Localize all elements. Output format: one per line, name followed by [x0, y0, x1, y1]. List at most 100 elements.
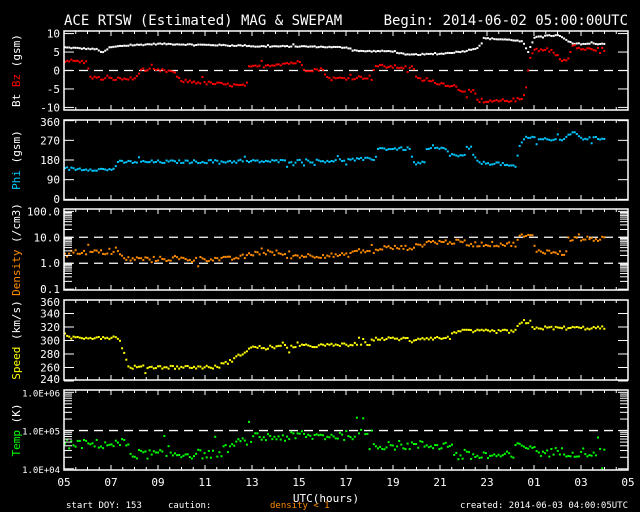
data-point	[146, 43, 149, 46]
data-point	[603, 42, 606, 45]
data-point	[470, 329, 473, 332]
x-tick-label: 01	[527, 476, 540, 489]
data-point	[396, 66, 399, 69]
data-point	[193, 80, 195, 83]
data-point	[89, 75, 92, 78]
data-point	[499, 38, 502, 41]
data-point	[218, 162, 221, 165]
data-point	[341, 46, 344, 49]
data-point	[499, 99, 502, 102]
data-point	[590, 454, 593, 457]
data-point	[514, 100, 517, 103]
data-point	[565, 250, 568, 253]
data-point	[533, 446, 536, 449]
data-point	[193, 44, 195, 47]
data-point	[72, 59, 75, 62]
data-point	[580, 327, 583, 329]
data-point	[563, 253, 566, 256]
data-point	[453, 51, 456, 54]
data-point	[144, 160, 147, 163]
data-point	[328, 45, 331, 48]
data-point	[209, 44, 212, 47]
data-point	[180, 80, 183, 82]
data-point	[317, 256, 320, 259]
data-point	[548, 34, 551, 37]
data-point	[391, 148, 394, 150]
data-point	[190, 161, 193, 164]
data-point	[512, 456, 515, 459]
data-point	[476, 159, 479, 162]
data-point	[252, 435, 255, 438]
data-point	[262, 45, 265, 48]
data-point	[95, 47, 98, 50]
data-point	[322, 68, 324, 71]
data-point	[110, 336, 113, 339]
data-point	[144, 450, 147, 453]
data-point	[406, 442, 409, 445]
data-point	[152, 255, 155, 258]
data-point	[410, 65, 413, 68]
data-point	[300, 254, 303, 257]
data-point	[298, 256, 301, 259]
data-point	[279, 344, 282, 347]
data-point	[275, 249, 278, 252]
data-point	[116, 337, 119, 340]
data-point	[586, 138, 589, 141]
x-tick-label: 15	[292, 476, 305, 489]
data-point	[432, 240, 434, 243]
data-point	[288, 62, 291, 65]
data-point	[599, 52, 602, 54]
data-point	[533, 48, 536, 51]
y-tick-label: 1.0E+06	[22, 389, 60, 399]
data-point	[554, 34, 557, 37]
data-point	[385, 50, 388, 53]
data-point	[491, 100, 494, 103]
data-point	[453, 153, 456, 156]
data-point	[159, 449, 162, 452]
data-point	[594, 238, 597, 241]
data-point	[413, 443, 415, 445]
data-point	[425, 337, 428, 340]
data-point	[169, 159, 172, 162]
series-temp	[64, 416, 606, 470]
data-point	[470, 457, 473, 460]
data-point	[85, 168, 88, 171]
data-point	[102, 447, 105, 450]
data-point	[362, 338, 365, 340]
data-point	[209, 258, 212, 261]
data-point	[135, 161, 138, 164]
data-point	[233, 44, 236, 47]
data-point	[387, 66, 390, 68]
data-point	[349, 73, 352, 76]
data-point	[186, 43, 189, 46]
data-point	[131, 367, 134, 370]
data-point	[592, 42, 595, 45]
data-point	[190, 261, 193, 263]
data-point	[550, 139, 553, 142]
data-point	[556, 253, 559, 255]
data-point	[355, 157, 358, 160]
data-point	[503, 164, 506, 167]
data-point	[169, 451, 172, 454]
data-point	[258, 45, 261, 48]
data-point	[174, 71, 176, 74]
data-point	[455, 85, 458, 88]
data-point	[212, 449, 214, 452]
data-point	[131, 455, 134, 458]
data-point	[169, 69, 172, 72]
data-point	[599, 138, 602, 141]
data-point	[533, 136, 536, 139]
data-point	[345, 343, 348, 346]
data-point	[72, 335, 75, 338]
data-point	[97, 76, 100, 78]
data-point	[455, 154, 458, 157]
data-point	[374, 248, 377, 251]
data-point	[64, 442, 66, 445]
data-point	[292, 43, 295, 46]
x-tick-label: 21	[433, 476, 446, 489]
data-point	[434, 147, 437, 150]
data-point	[440, 82, 443, 85]
data-point	[108, 443, 111, 446]
data-point	[465, 96, 468, 99]
data-point	[442, 82, 445, 85]
